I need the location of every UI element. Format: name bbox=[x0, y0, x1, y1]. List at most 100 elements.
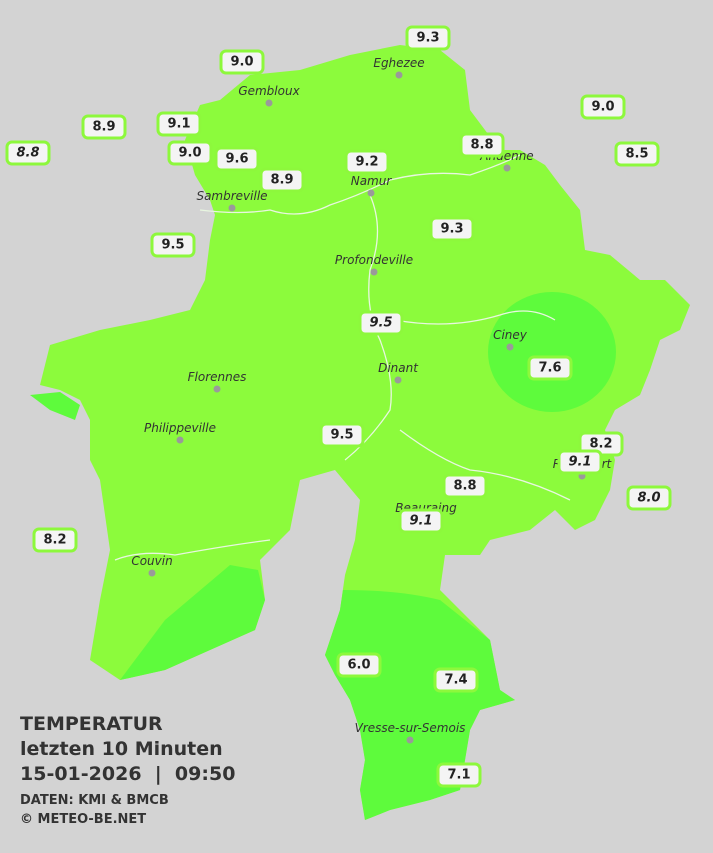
station-value: 8.2 bbox=[43, 533, 66, 548]
station: 9.0 bbox=[219, 49, 265, 75]
town-dot bbox=[506, 343, 514, 351]
town-name: Vresse-sur-Semois bbox=[355, 721, 466, 735]
station-value: 9.3 bbox=[416, 31, 439, 46]
town-dot bbox=[228, 204, 236, 212]
station-value: 8.2 bbox=[589, 437, 612, 452]
station-value: 8.9 bbox=[92, 120, 115, 135]
town-dot bbox=[265, 99, 273, 107]
station-box bbox=[32, 527, 78, 553]
station: 8.9 bbox=[259, 167, 305, 193]
town-name: Eghezee bbox=[373, 56, 424, 70]
station-box bbox=[259, 167, 305, 193]
town-name: Namur bbox=[351, 174, 393, 188]
station: 7.6 bbox=[527, 355, 573, 381]
station-box bbox=[527, 355, 573, 381]
town-dot bbox=[395, 71, 403, 79]
town-name: Sambreville bbox=[196, 189, 267, 203]
station-value: 9.6 bbox=[225, 152, 248, 167]
station: 9.1 bbox=[156, 111, 202, 137]
station: 9.5 bbox=[319, 422, 365, 448]
station-box bbox=[459, 132, 505, 158]
station-value: 9.0 bbox=[178, 146, 201, 161]
town-name: Profondeville bbox=[335, 253, 413, 267]
station-layer: 9.3 9.0 9.0 8.9 9.1 8.8 9.0 9.6 8.8 8.5 9.2 8.9 9.3 9… bbox=[5, 25, 672, 788]
station: 7.1 bbox=[436, 762, 482, 788]
town-dot bbox=[406, 736, 414, 744]
station: 8.8 bbox=[459, 132, 505, 158]
source: DATEN: KMI & BMCB bbox=[20, 793, 169, 808]
town-dot bbox=[176, 436, 184, 444]
cool-zone bbox=[488, 292, 616, 412]
station-box bbox=[156, 111, 202, 137]
station-box bbox=[358, 310, 404, 336]
station-box bbox=[614, 141, 660, 167]
town-dot bbox=[394, 376, 402, 384]
cool-zone bbox=[325, 590, 515, 820]
station-box bbox=[580, 94, 626, 120]
station-box bbox=[5, 140, 51, 166]
station: 9.0 bbox=[580, 94, 626, 120]
station-value: 9.1 bbox=[568, 455, 591, 470]
station: 8.0 bbox=[626, 485, 672, 511]
river bbox=[114, 539, 271, 561]
town-name: Ciney bbox=[493, 328, 528, 342]
town-name: Couvin bbox=[131, 554, 172, 568]
station: 9.3 bbox=[405, 25, 451, 51]
station: 8.5 bbox=[614, 141, 660, 167]
station-value: 9.0 bbox=[591, 100, 614, 115]
station-box bbox=[557, 449, 603, 475]
station: 9.6 bbox=[214, 146, 260, 172]
credit: © METEO-BE.NET bbox=[20, 812, 146, 827]
station: 9.5 bbox=[358, 310, 404, 336]
station: 8.8 bbox=[5, 140, 51, 166]
station: 9.5 bbox=[150, 232, 196, 258]
station-value: 9.1 bbox=[167, 117, 190, 132]
river bbox=[344, 194, 392, 461]
river bbox=[199, 154, 521, 215]
station-box bbox=[433, 667, 479, 693]
station-value: 7.4 bbox=[444, 673, 467, 688]
station-box bbox=[336, 652, 382, 678]
town-dot bbox=[213, 385, 221, 393]
station-value: 9.0 bbox=[230, 55, 253, 70]
station-value: 8.5 bbox=[625, 147, 648, 162]
station-value: 8.8 bbox=[16, 146, 39, 161]
station: 9.0 bbox=[167, 140, 213, 166]
station: 9.3 bbox=[429, 216, 475, 242]
station-box bbox=[219, 49, 265, 75]
station-value: 9.5 bbox=[330, 428, 353, 443]
station-box bbox=[398, 508, 444, 534]
cool-zone bbox=[120, 565, 265, 680]
town-name: Philippeville bbox=[144, 421, 216, 435]
town-layer: EghezeeGemblouxAndenneNamurSambrevillePr… bbox=[131, 56, 613, 744]
station-box bbox=[167, 140, 213, 166]
station-box bbox=[319, 422, 365, 448]
station-value: 9.5 bbox=[369, 316, 392, 331]
town-dot bbox=[148, 569, 156, 577]
town-name: Gembloux bbox=[238, 84, 300, 98]
station-box bbox=[150, 232, 196, 258]
subtitle: letzten 10 Minuten bbox=[20, 738, 223, 760]
station: 8.9 bbox=[81, 114, 127, 140]
station-box bbox=[436, 762, 482, 788]
station-value: 8.0 bbox=[637, 491, 660, 506]
station-value: 8.8 bbox=[470, 138, 493, 153]
station-value: 7.1 bbox=[447, 768, 470, 783]
station-box bbox=[405, 25, 451, 51]
station: 9.1 bbox=[557, 449, 603, 475]
station-value: 7.6 bbox=[538, 361, 561, 376]
station: 8.8 bbox=[442, 473, 488, 499]
datetime: 15-01-2026 | 09:50 bbox=[20, 763, 235, 785]
cool-zone bbox=[30, 392, 80, 420]
station: 9.2 bbox=[344, 149, 390, 175]
town-name: Florennes bbox=[188, 370, 247, 384]
station: 8.2 bbox=[32, 527, 78, 553]
station-value: 8.8 bbox=[453, 479, 476, 494]
town-dot bbox=[370, 268, 378, 276]
station-value: 9.3 bbox=[440, 222, 463, 237]
station-value: 9.5 bbox=[161, 238, 184, 253]
town-dot bbox=[367, 189, 375, 197]
station: 8.2 bbox=[578, 431, 624, 457]
station-box bbox=[442, 473, 488, 499]
